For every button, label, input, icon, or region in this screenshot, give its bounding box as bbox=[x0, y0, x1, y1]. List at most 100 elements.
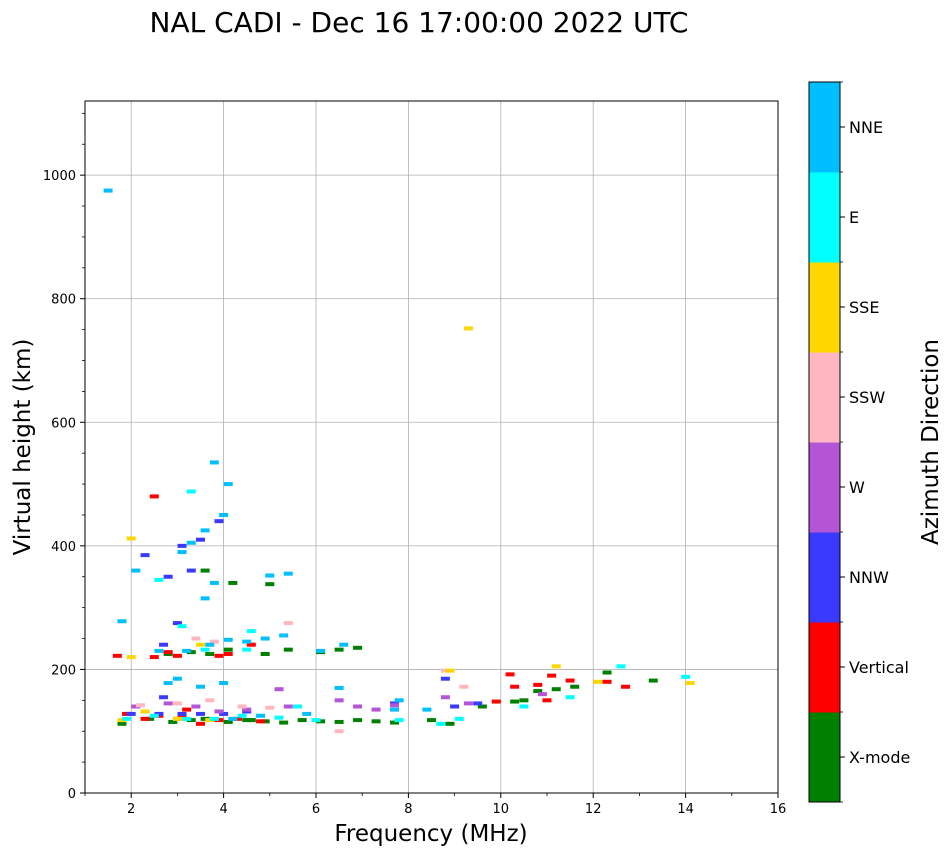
point-vertical bbox=[163, 650, 173, 655]
point-x-mode bbox=[200, 716, 210, 721]
point-vertical bbox=[232, 716, 242, 721]
point-nne bbox=[196, 684, 205, 689]
point-x-mode bbox=[353, 645, 363, 650]
colorbar-segment bbox=[809, 532, 840, 623]
point-x-mode bbox=[265, 582, 275, 587]
y-tick-label: 800 bbox=[51, 293, 76, 308]
point-ssw bbox=[191, 636, 201, 641]
point-nne bbox=[223, 637, 233, 642]
point-nne bbox=[279, 633, 289, 638]
point-sse bbox=[551, 664, 561, 669]
point-nnw bbox=[126, 711, 136, 716]
point-w bbox=[214, 709, 224, 714]
point-nnw bbox=[440, 676, 450, 681]
point-x-mode bbox=[533, 689, 543, 694]
point-x-mode bbox=[390, 720, 400, 725]
point-nne bbox=[131, 568, 141, 573]
point-e bbox=[519, 704, 529, 709]
colorbar-segment bbox=[809, 442, 840, 533]
x-tick-label: 14 bbox=[677, 802, 694, 817]
point-sse bbox=[126, 536, 136, 541]
point-ssw bbox=[265, 705, 275, 710]
point-w bbox=[131, 704, 141, 709]
point-vertical bbox=[140, 716, 150, 721]
point-vertical bbox=[122, 711, 132, 716]
point-nnw bbox=[177, 543, 187, 548]
point-nne bbox=[339, 642, 349, 647]
point-ssw bbox=[172, 701, 182, 706]
point-x-mode bbox=[510, 699, 520, 704]
point-e bbox=[311, 718, 321, 723]
point-nne bbox=[186, 540, 196, 545]
point-nnw bbox=[159, 695, 169, 700]
point-e bbox=[200, 647, 210, 652]
point-nne bbox=[260, 636, 270, 641]
point-x-mode bbox=[353, 718, 363, 723]
point-nne bbox=[200, 596, 210, 601]
point-x-mode bbox=[602, 670, 612, 675]
point-nne bbox=[172, 676, 182, 681]
point-e bbox=[149, 713, 159, 718]
point-nne bbox=[219, 512, 229, 517]
point-nne bbox=[219, 681, 229, 686]
colorbar-label: Azimuth Direction bbox=[918, 339, 944, 545]
point-sse bbox=[172, 716, 182, 721]
point-nne bbox=[209, 460, 219, 465]
point-e bbox=[186, 489, 196, 494]
colorbar-tick-label: SSE bbox=[849, 298, 879, 317]
colorbar-tick-label: W bbox=[849, 478, 865, 497]
point-w bbox=[353, 704, 363, 709]
point-nne bbox=[390, 707, 400, 712]
point-x-mode bbox=[228, 580, 238, 585]
point-nnw bbox=[219, 711, 229, 716]
point-nne bbox=[154, 648, 164, 653]
point-w bbox=[163, 701, 173, 706]
chart-title: NAL CADI - Dec 16 17:00:00 2022 UTC bbox=[150, 6, 689, 39]
point-nnw bbox=[154, 711, 164, 716]
point-x-mode bbox=[205, 651, 215, 656]
point-w bbox=[283, 704, 293, 709]
point-x-mode bbox=[117, 721, 127, 726]
point-sse bbox=[126, 655, 136, 660]
point-x-mode bbox=[477, 704, 487, 709]
point-x-mode bbox=[551, 687, 561, 692]
point-w bbox=[371, 707, 381, 712]
point-x-mode bbox=[334, 647, 344, 652]
point-ssw bbox=[209, 639, 219, 644]
x-tick-label: 12 bbox=[585, 802, 602, 817]
colorbar-segment bbox=[809, 172, 840, 263]
point-e bbox=[209, 716, 219, 721]
point-e bbox=[616, 664, 626, 669]
point-w bbox=[274, 687, 284, 692]
point-w bbox=[334, 698, 344, 703]
colorbar-segment bbox=[809, 622, 840, 713]
point-vertical bbox=[214, 718, 224, 723]
point-nne bbox=[228, 716, 238, 721]
point-vertical bbox=[112, 653, 122, 658]
y-tick-label: 1000 bbox=[43, 169, 76, 184]
point-nnw bbox=[186, 568, 196, 573]
point-nne bbox=[205, 642, 215, 647]
point-x-mode bbox=[297, 718, 307, 723]
point-nnw bbox=[177, 711, 187, 716]
point-nne bbox=[422, 707, 432, 712]
point-x-mode bbox=[648, 678, 658, 683]
point-nne bbox=[163, 681, 173, 686]
point-nne bbox=[103, 188, 113, 193]
point-x-mode bbox=[246, 718, 256, 723]
point-vertical bbox=[214, 653, 224, 658]
point-nne bbox=[394, 698, 404, 703]
point-ssw bbox=[334, 729, 344, 734]
x-tick-label: 16 bbox=[770, 802, 787, 817]
point-x-mode bbox=[334, 719, 344, 724]
point-e bbox=[242, 647, 252, 652]
point-e bbox=[565, 695, 575, 700]
point-sse bbox=[685, 681, 695, 686]
point-nne bbox=[265, 573, 275, 578]
x-tick-label: 4 bbox=[219, 802, 227, 817]
point-x-mode bbox=[242, 718, 252, 723]
point-nnw bbox=[196, 537, 205, 542]
point-e bbox=[293, 704, 303, 709]
x-tick-label: 6 bbox=[312, 802, 320, 817]
point-vertical bbox=[246, 642, 256, 647]
